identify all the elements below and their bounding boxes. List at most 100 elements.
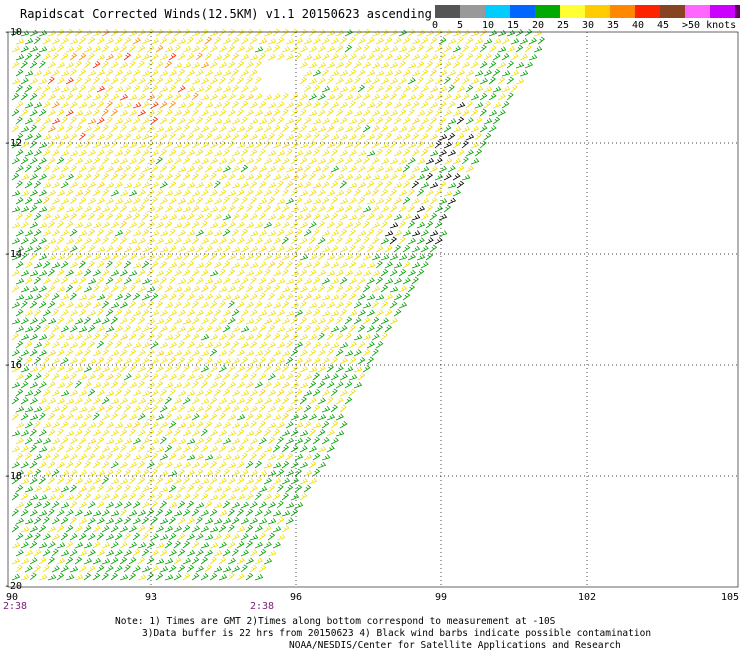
- wind-barb: [69, 292, 77, 301]
- wind-barb: [146, 45, 155, 53]
- wind-barb: [317, 93, 326, 101]
- wind-barb: [398, 108, 407, 117]
- wind-barb: [290, 45, 299, 53]
- wind-barb: [173, 382, 183, 389]
- wind-barb: [213, 70, 223, 77]
- wind-barb: [488, 76, 496, 85]
- wind-barb: [155, 350, 165, 357]
- wind-barb: [389, 158, 399, 165]
- wind-barb: [74, 124, 83, 133]
- wind-barb: [110, 269, 120, 277]
- wind-barb: [87, 36, 96, 45]
- wind-barb: [47, 381, 56, 389]
- wind-barb: [524, 44, 532, 53]
- wind-barb: [114, 245, 123, 253]
- wind-barb: [78, 260, 86, 269]
- wind-barb: [249, 230, 259, 237]
- wind-barb: [465, 100, 473, 109]
- wind-barb: [29, 397, 38, 405]
- wind-barb: [222, 117, 232, 125]
- wind-barb: [29, 286, 39, 293]
- wind-barb: [335, 77, 344, 85]
- wind-barb: [92, 397, 101, 405]
- wind-barb: [479, 92, 488, 101]
- wind-barb: [312, 308, 321, 317]
- wind-barb: [155, 188, 164, 197]
- wind-barb: [69, 533, 78, 541]
- wind-barb: [245, 142, 255, 149]
- wind-barb: [177, 85, 186, 93]
- wind-barb: [330, 180, 339, 189]
- wind-barb: [15, 469, 25, 477]
- wind-barb: [69, 68, 77, 77]
- wind-barb: [33, 198, 43, 205]
- wind-barb: [15, 325, 25, 333]
- wind-barb: [146, 381, 156, 389]
- wind-barb: [105, 228, 114, 237]
- wind-barb: [141, 308, 150, 317]
- wind-barb: [29, 124, 37, 133]
- wind-barb: [254, 125, 264, 133]
- wind-barb: [155, 28, 164, 37]
- wind-barb: [51, 213, 61, 221]
- wind-barb: [330, 229, 340, 237]
- wind-barb: [132, 262, 142, 269]
- wind-barb: [51, 357, 61, 365]
- wind-barb: [92, 557, 102, 565]
- wind-barb: [483, 52, 492, 61]
- wind-barb: [47, 349, 57, 357]
- wind-barb: [218, 461, 227, 469]
- wind-barb: [411, 38, 421, 45]
- wind-barb: [24, 84, 33, 93]
- wind-barb: [119, 190, 129, 197]
- wind-barb: [218, 237, 227, 245]
- wind-barb: [461, 174, 471, 181]
- wind-barb: [164, 540, 173, 549]
- wind-barb: [308, 78, 318, 85]
- wind-barb: [294, 502, 304, 509]
- wind-barb: [218, 173, 227, 181]
- wind-barb: [290, 252, 299, 261]
- wind-barb: [258, 404, 266, 413]
- wind-barb: [56, 108, 65, 117]
- wind-barb: [20, 252, 28, 261]
- wind-barb: [339, 198, 349, 205]
- wind-barb: [213, 261, 222, 269]
- wind-barb: [56, 44, 65, 53]
- wind-barb: [272, 108, 281, 117]
- wind-barb: [321, 357, 330, 365]
- wind-barb: [33, 341, 43, 349]
- wind-barb: [308, 428, 316, 437]
- wind-barb: [290, 270, 300, 277]
- wind-barb: [87, 85, 96, 93]
- wind-barb: [209, 333, 219, 341]
- wind-barb: [110, 172, 119, 181]
- wind-barb: [303, 309, 312, 317]
- wind-barb: [164, 29, 173, 37]
- wind-barb: [245, 301, 254, 309]
- wind-barb: [362, 348, 371, 357]
- wind-barb: [443, 157, 453, 165]
- wind-barb: [38, 46, 48, 53]
- wind-barb: [173, 477, 182, 485]
- wind-barb: [191, 478, 201, 485]
- wind-barb: [38, 446, 48, 453]
- wind-barb: [200, 269, 209, 277]
- wind-barb: [159, 70, 169, 77]
- wind-barb: [222, 517, 232, 525]
- wind-barb: [231, 68, 239, 77]
- wind-barb: [411, 70, 421, 77]
- wind-barb: [339, 86, 349, 93]
- wind-barb: [78, 230, 88, 237]
- wind-barb: [353, 334, 363, 341]
- wind-barb: [182, 124, 190, 133]
- wind-barb: [519, 70, 529, 77]
- wind-barb: [393, 277, 403, 285]
- wind-barb: [114, 453, 123, 461]
- wind-barb: [96, 69, 105, 77]
- wind-barb: [177, 325, 187, 333]
- wind-barb: [470, 45, 479, 53]
- wind-barb: [20, 60, 28, 69]
- wind-barb: [411, 245, 421, 253]
- wind-barb: [114, 357, 123, 365]
